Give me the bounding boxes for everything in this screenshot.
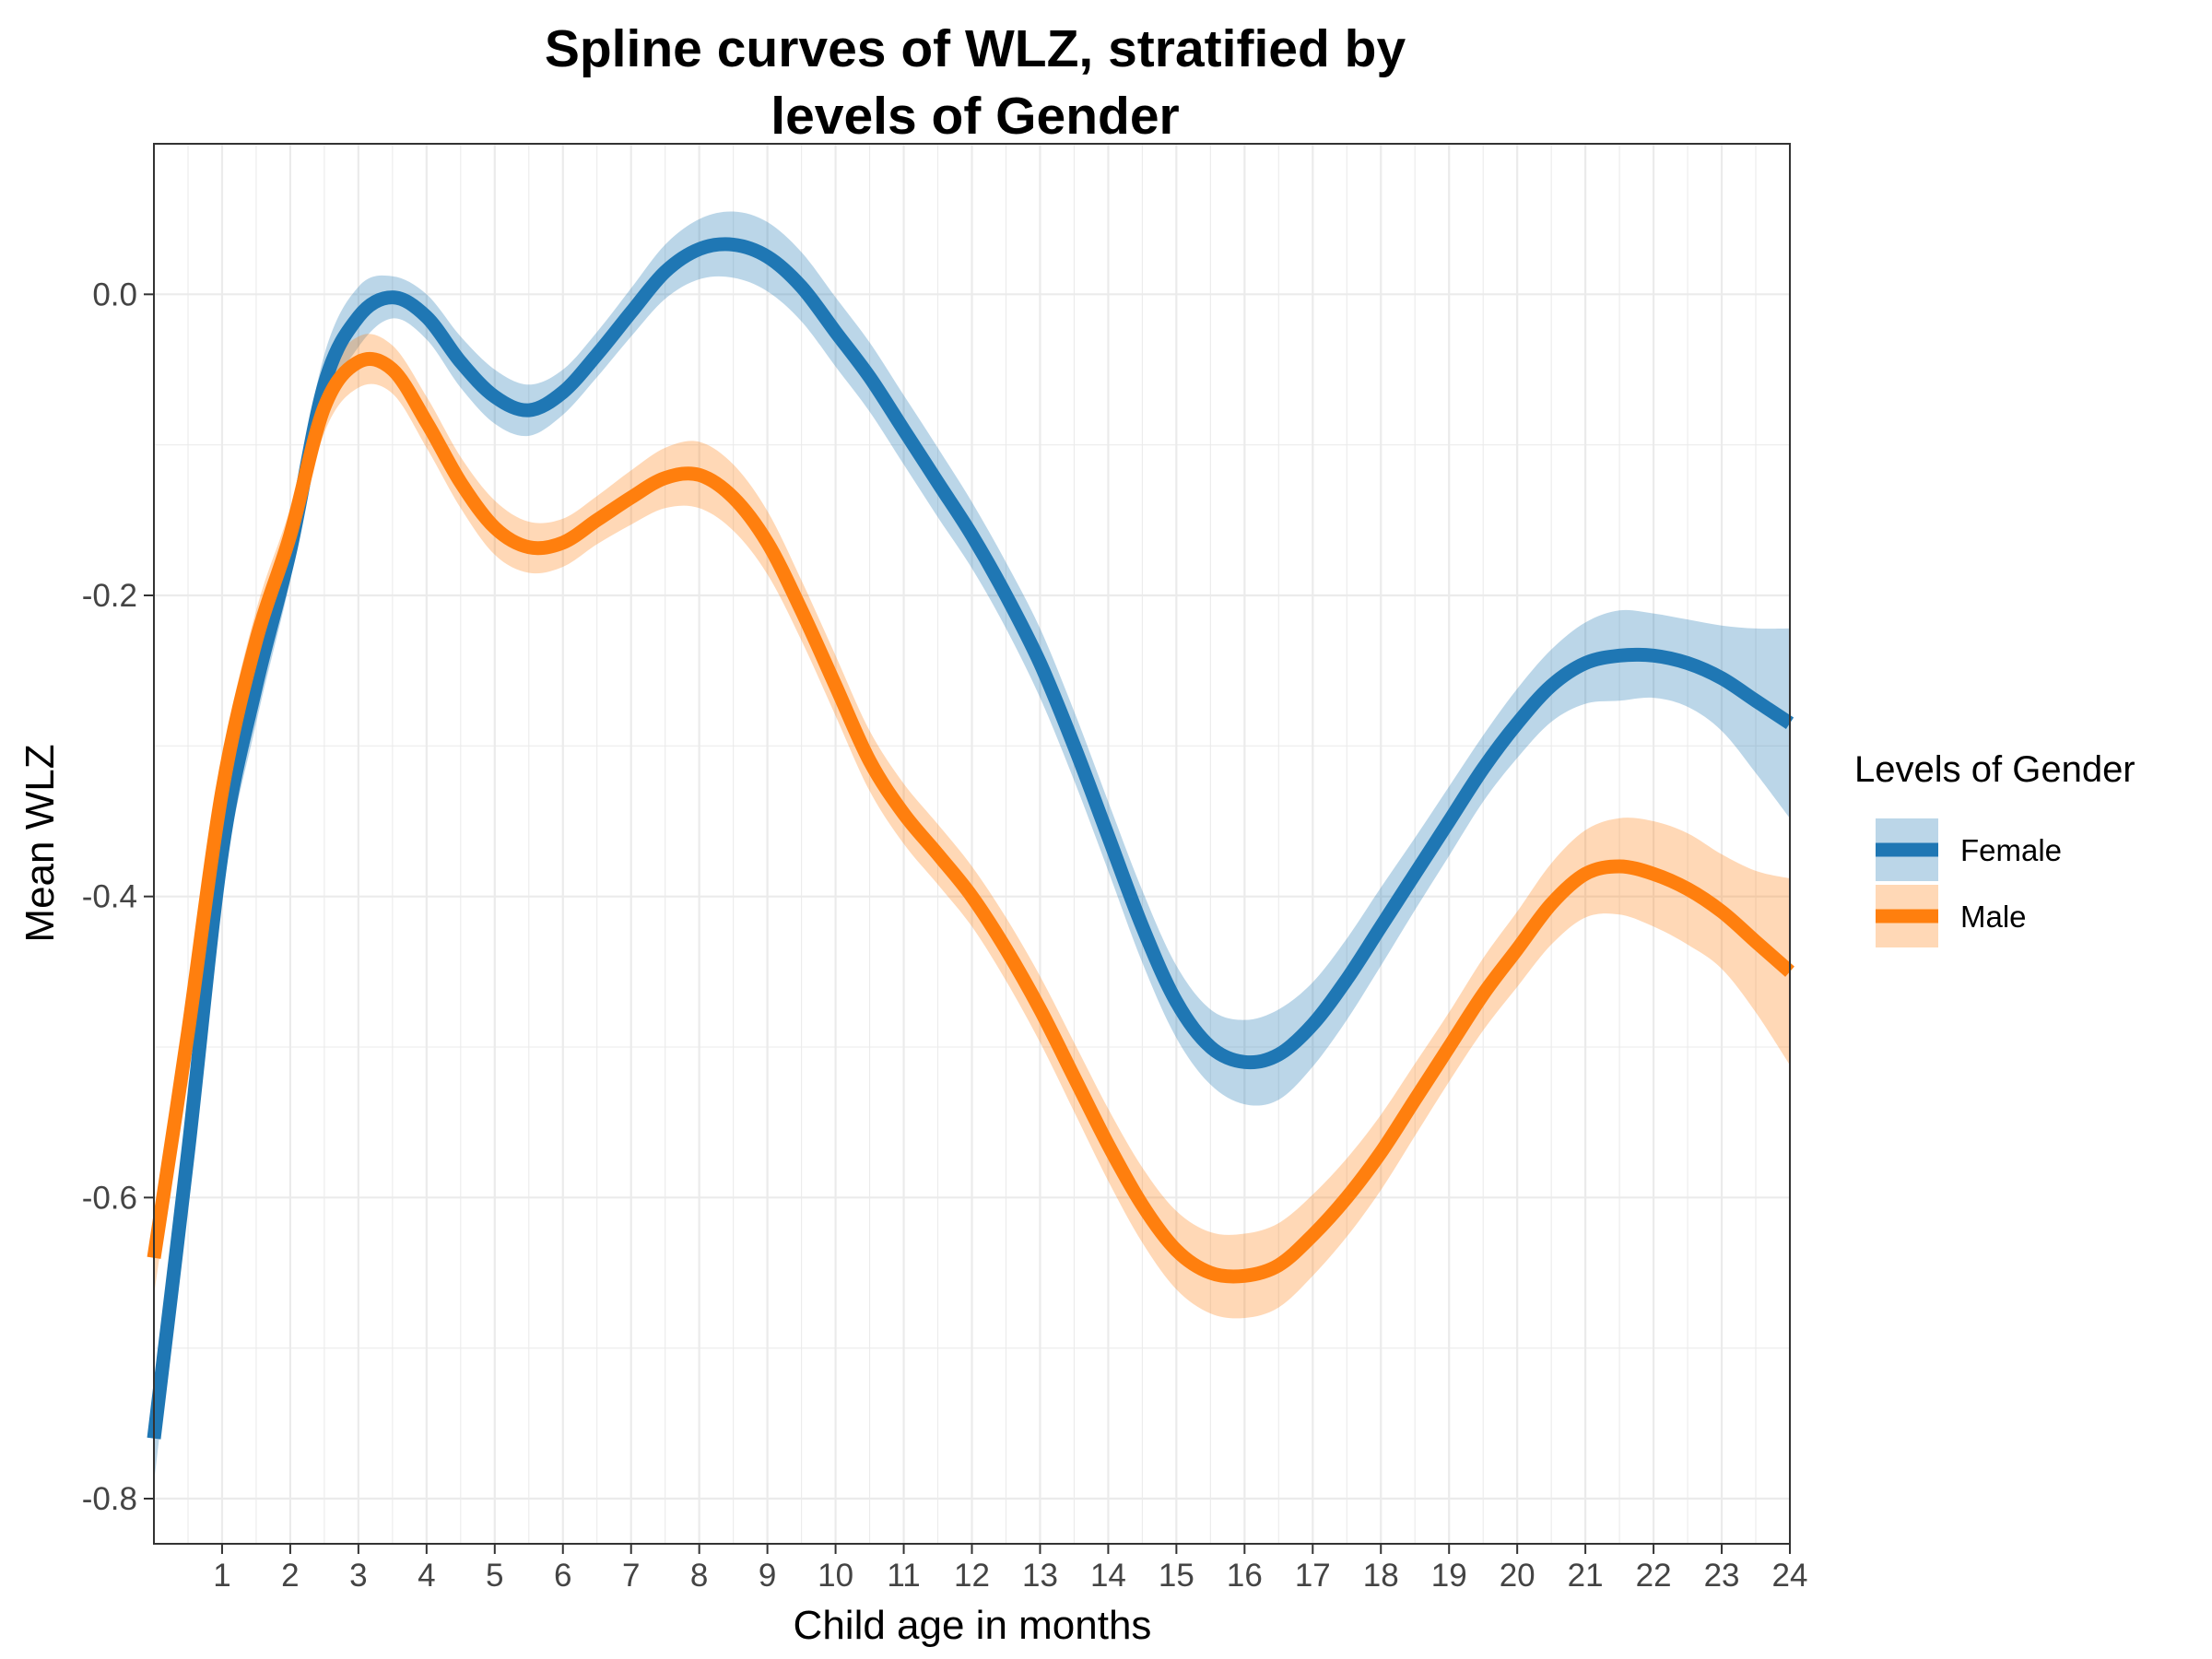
x-tick-label: 7 [622, 1558, 640, 1594]
x-tick-label: 8 [690, 1558, 708, 1594]
x-tick-label: 15 [1159, 1558, 1194, 1594]
legend-label-female: Female [1960, 833, 2062, 867]
x-tick-label: 3 [349, 1558, 367, 1594]
grid [152, 143, 1792, 1544]
y-tick-label: -0.2 [82, 578, 137, 614]
legend: Levels of Gender Female Male [1854, 749, 2136, 947]
y-axis-ticks: 0.0 -0.2 -0.4 -0.6 -0.8 [82, 276, 154, 1517]
x-axis-ticks: 1 2 3 4 5 6 7 8 9 10 11 12 13 14 15 16 17 18 19 20 21 22 23 24 [213, 1544, 1807, 1594]
x-tick-label: 24 [1772, 1558, 1808, 1594]
chart-title-line-1: Spline curves of WLZ, stratified by [545, 19, 1406, 78]
y-tick-label: -0.8 [82, 1481, 137, 1517]
x-tick-label: 22 [1636, 1558, 1672, 1594]
legend-label-male: Male [1960, 900, 2027, 934]
x-tick-label: 9 [759, 1558, 776, 1594]
legend-items: Female Male [1876, 818, 2062, 947]
x-tick-label: 14 [1090, 1558, 1126, 1594]
y-axis-title: Mean WLZ [18, 744, 63, 942]
x-tick-label: 4 [418, 1558, 435, 1594]
x-tick-label: 19 [1431, 1558, 1467, 1594]
x-tick-label: 11 [887, 1558, 920, 1594]
x-tick-label: 23 [1704, 1558, 1740, 1594]
x-tick-label: 5 [486, 1558, 503, 1594]
legend-title: Levels of Gender [1854, 749, 2136, 790]
y-tick-label: -0.4 [82, 879, 137, 915]
x-tick-label: 10 [818, 1558, 853, 1594]
x-tick-label: 18 [1363, 1558, 1399, 1594]
series-lines [147, 237, 1794, 1440]
x-tick-label: 2 [281, 1558, 299, 1594]
x-tick-label: 1 [213, 1558, 230, 1594]
y-tick-label: -0.6 [82, 1180, 137, 1216]
x-tick-label: 6 [554, 1558, 571, 1594]
x-tick-label: 21 [1568, 1558, 1604, 1594]
x-tick-label: 20 [1500, 1558, 1535, 1594]
female-series-line [147, 237, 1794, 1440]
x-tick-label: 17 [1295, 1558, 1331, 1594]
male-series-line [147, 352, 1794, 1284]
x-tick-label: 16 [1227, 1558, 1263, 1594]
y-tick-label: 0.0 [92, 276, 137, 312]
x-tick-label: 13 [1022, 1558, 1058, 1594]
chart-title-line-2: levels of Gender [771, 87, 1180, 146]
x-tick-label: 12 [954, 1558, 990, 1594]
x-axis-title: Child age in months [794, 1603, 1152, 1648]
